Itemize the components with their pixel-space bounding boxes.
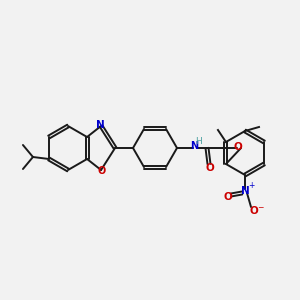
- Text: N: N: [190, 141, 198, 151]
- Text: −: −: [257, 203, 263, 212]
- Text: O: O: [206, 163, 214, 173]
- Text: H: H: [196, 136, 202, 146]
- Text: N: N: [96, 120, 104, 130]
- Text: N: N: [241, 186, 249, 196]
- Text: O: O: [234, 142, 242, 152]
- Text: O: O: [250, 206, 258, 216]
- Text: +: +: [248, 181, 254, 190]
- Text: O: O: [224, 192, 232, 202]
- Text: O: O: [98, 166, 106, 176]
